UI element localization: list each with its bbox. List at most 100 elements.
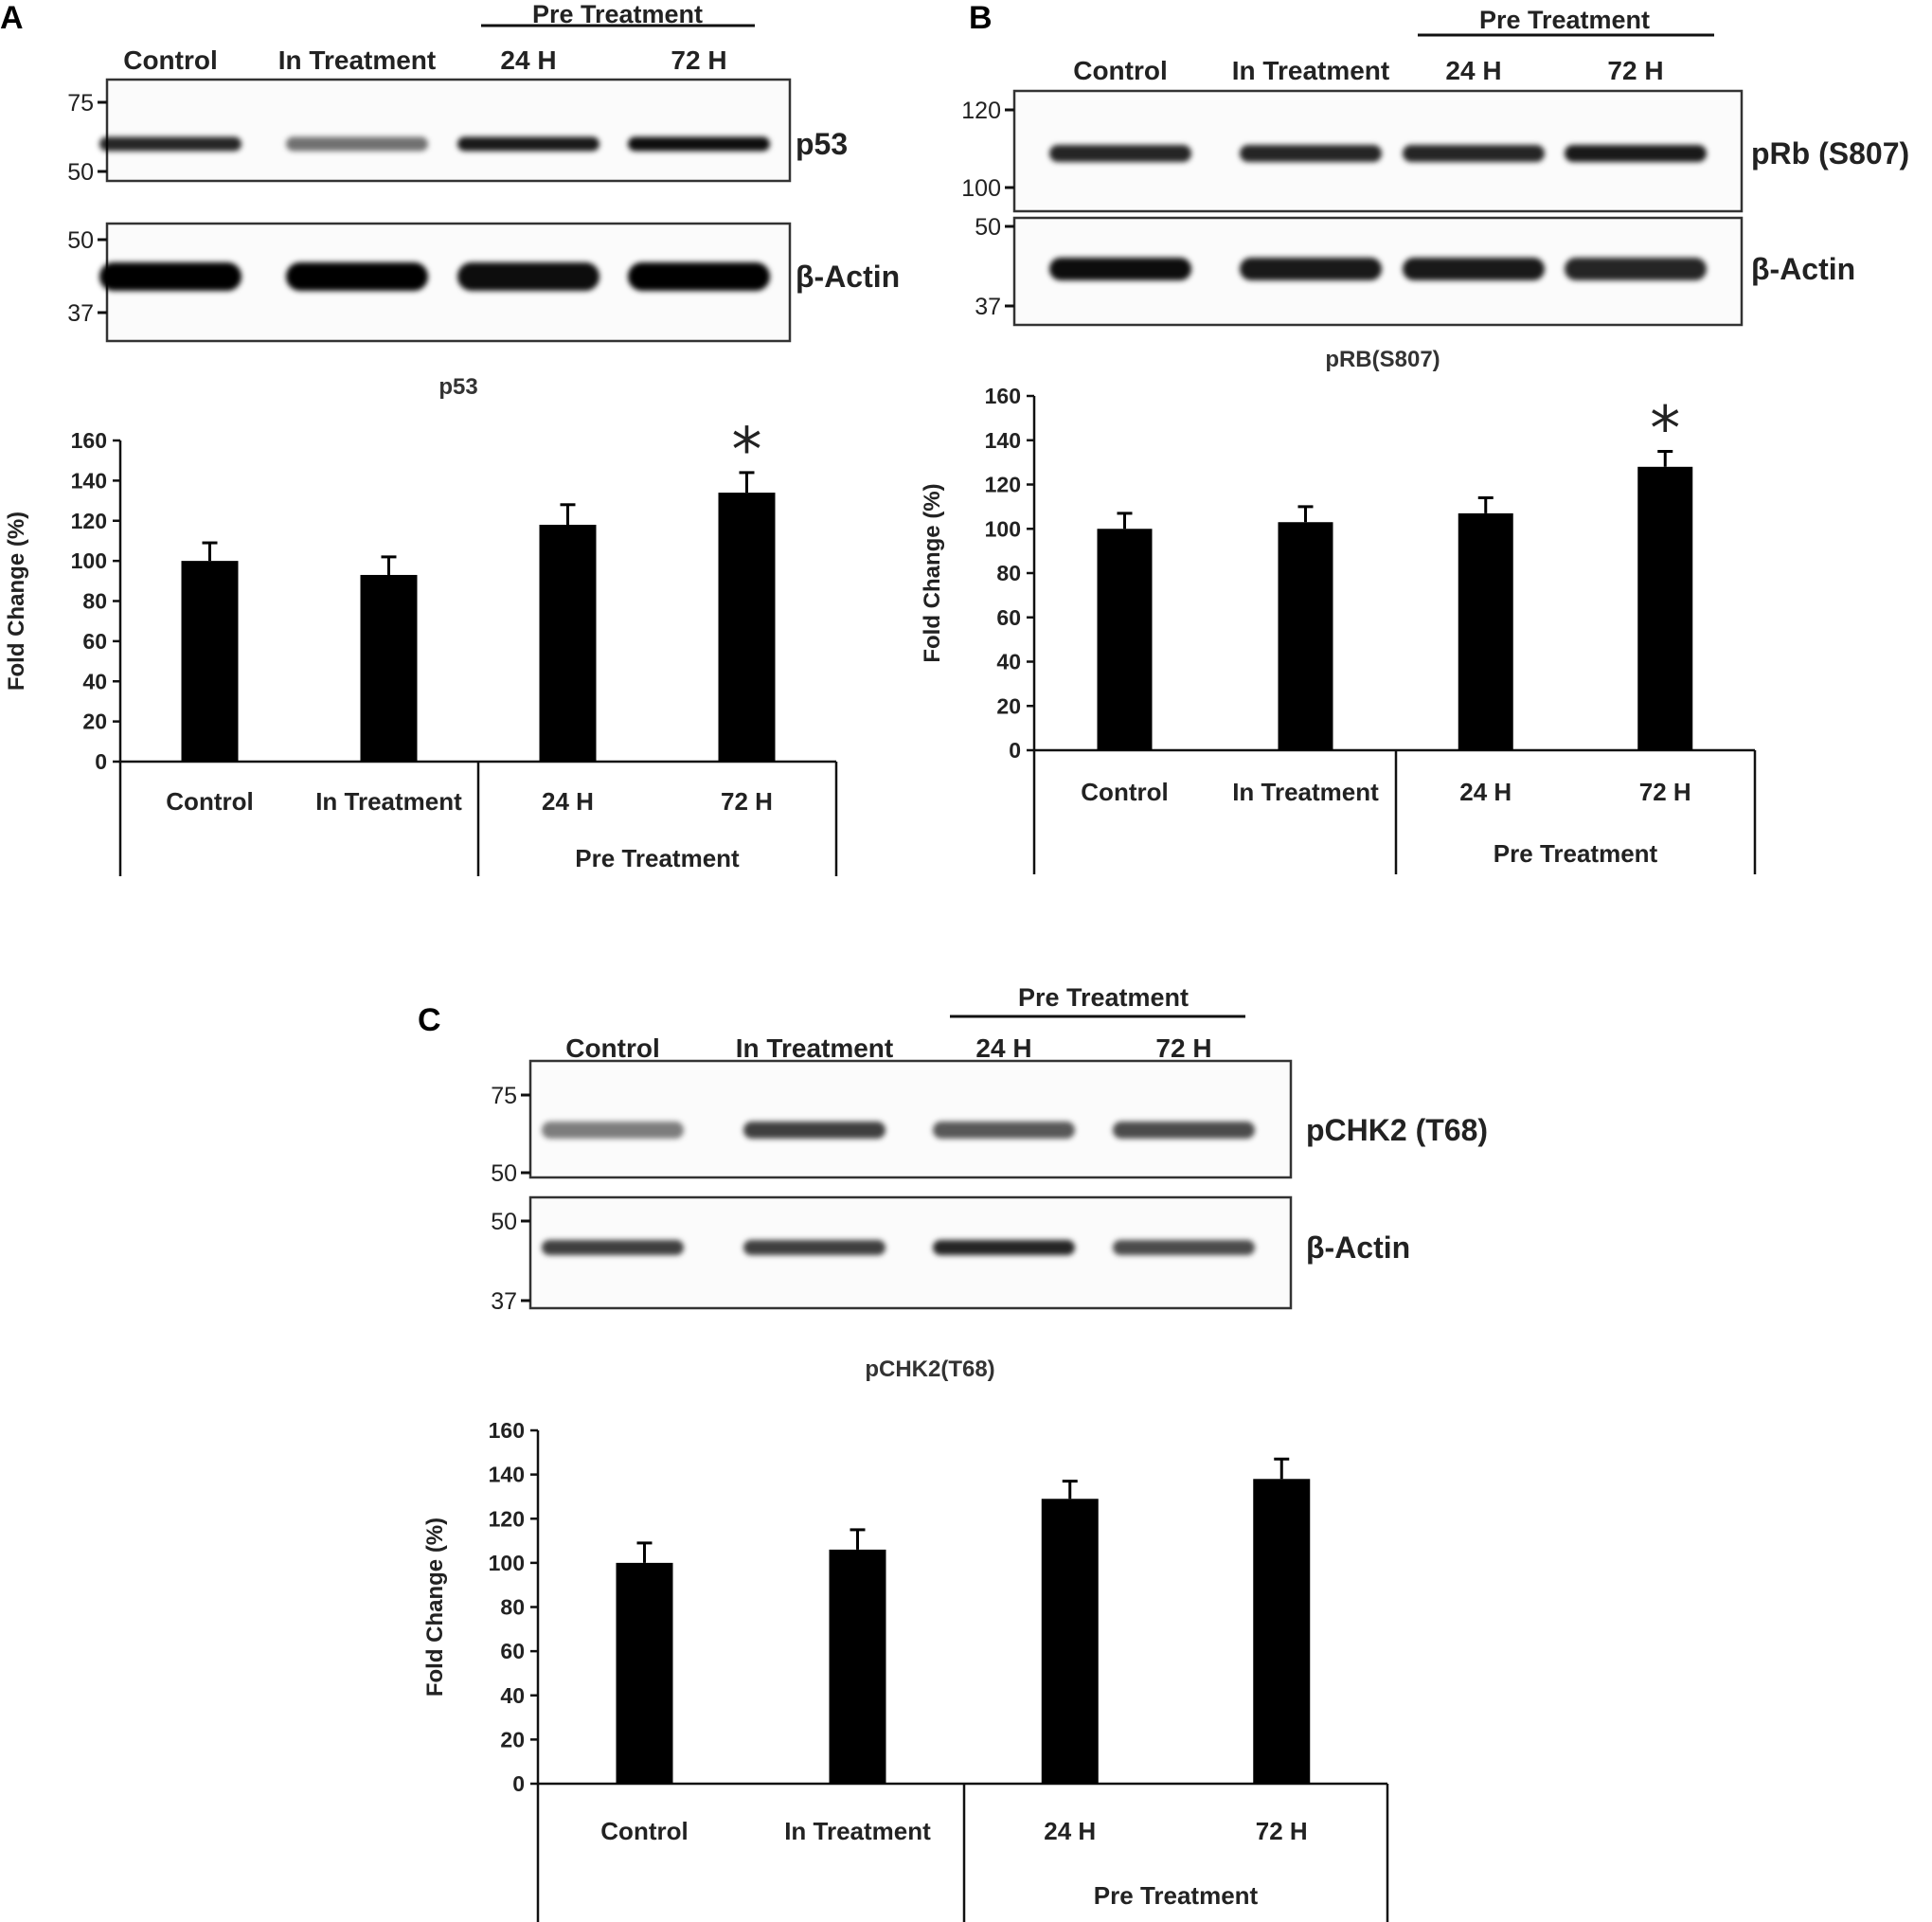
lane-label: Control [123, 45, 218, 75]
western-blot: Control In Treatment 24 H 72 H Pre Treatment… [67, 0, 900, 343]
bar [360, 574, 418, 762]
protein-band [1240, 258, 1382, 280]
y-tick-label: 0 [1009, 738, 1021, 763]
marker-label: 75 [67, 90, 94, 117]
category-label: 72 H [721, 787, 773, 816]
protein-band [457, 262, 599, 291]
protein-band [1113, 1240, 1255, 1255]
protein-label: β-Actin [1751, 252, 1855, 286]
category-label: In Treatment [315, 787, 462, 816]
bar [1041, 1499, 1099, 1784]
protein-band [1049, 258, 1191, 280]
protein-band [1565, 258, 1707, 280]
y-axis-title: Fold Change (%) [920, 483, 945, 662]
y-tick-label: 80 [82, 589, 107, 614]
y-tick-label: 80 [500, 1595, 525, 1620]
lane-label: In Treatment [278, 45, 436, 75]
marker-label: 50 [491, 1209, 517, 1235]
panel-a: A Control In Treatment 24 H 72 H Pre Treatmen… [0, 0, 900, 343]
blot-strip: 50 37 β-Actin [67, 222, 900, 343]
y-tick-label: 20 [996, 693, 1021, 718]
lane-label: 72 H [1607, 56, 1663, 85]
significance-marker: * [1650, 394, 1680, 464]
bar-chart: p53 0 20 40 60 80 100 120 140 160 Fold Change (%) C… [4, 374, 838, 876]
y-tick-label: 140 [489, 1463, 525, 1487]
lane-label: In Treatment [736, 1033, 893, 1063]
lane-label: 24 H [500, 45, 556, 75]
category-label: 72 H [1639, 778, 1691, 806]
y-tick-label: 100 [985, 516, 1021, 541]
marker-label: 37 [975, 294, 1001, 320]
bar [1278, 522, 1333, 750]
y-tick-label: 0 [512, 1771, 525, 1796]
panel-c: C Control In Treatment 24 H 72 H Pre Treatmen… [418, 983, 1488, 1315]
bar [1458, 512, 1513, 750]
y-tick-label: 140 [71, 468, 107, 493]
bar [181, 561, 239, 762]
bar [1097, 529, 1153, 750]
protein-band [542, 1240, 684, 1255]
pre-treatment-label: Pre Treatment [1479, 6, 1650, 34]
y-tick-label: 160 [985, 384, 1021, 408]
protein-band [286, 136, 428, 152]
panel-letter: A [0, 0, 24, 36]
y-tick-label: 160 [71, 428, 107, 453]
protein-label: pRb (S807) [1751, 136, 1909, 171]
lane-label: 24 H [975, 1033, 1031, 1063]
blot-membrane [528, 1059, 1293, 1179]
panel-b: B Control In Treatment 24 H 72 H Pre Treatmen… [961, 0, 1909, 327]
protein-band [457, 136, 599, 152]
group-label: Pre Treatment [1494, 839, 1658, 868]
western-blot: Control In Treatment 24 H 72 H Pre Treatment… [961, 6, 1909, 327]
pre-treatment-label: Pre Treatment [1018, 983, 1189, 1012]
protein-band [743, 1122, 886, 1139]
category-label: In Treatment [784, 1817, 931, 1845]
y-tick-label: 0 [95, 749, 107, 774]
y-tick-label: 60 [996, 605, 1021, 630]
western-blot: Control In Treatment 24 H 72 H Pre Treatment… [491, 983, 1488, 1315]
bar [718, 493, 776, 762]
category-label: 24 H [1044, 1817, 1096, 1845]
marker-label: 50 [67, 227, 94, 254]
y-tick-label: 100 [71, 548, 107, 573]
y-tick-label: 20 [500, 1727, 525, 1751]
marker-label: 50 [491, 1160, 517, 1187]
y-tick-label: 20 [82, 710, 107, 734]
protein-band [628, 136, 770, 152]
group-label: Pre Treatment [1094, 1881, 1259, 1910]
blot-strip: 50 37 β-Actin [491, 1195, 1410, 1315]
bar-chart: pCHK2(T68) 0 20 40 60 80 100 120 140 160 Fold Chan… [422, 1356, 1389, 1922]
y-axis-title: Fold Change (%) [422, 1518, 448, 1697]
protein-band [628, 262, 770, 291]
blot-strip: 75 50 pCHK2 (T68) [491, 1059, 1488, 1187]
protein-band [99, 136, 242, 152]
bar [1637, 466, 1693, 750]
category-label: Control [166, 787, 253, 816]
protein-band [542, 1122, 684, 1139]
bar-chart: pRB(S807) 0 20 40 60 80 100 120 140 160 Fold Chang… [920, 347, 1757, 874]
category-label: 24 H [1459, 778, 1512, 806]
y-tick-label: 120 [985, 473, 1021, 497]
y-tick-label: 120 [489, 1506, 525, 1531]
y-tick-label: 160 [489, 1418, 525, 1443]
lane-label: 72 H [1155, 1033, 1211, 1063]
blot-membrane [105, 78, 792, 183]
y-tick-label: 100 [489, 1551, 525, 1575]
category-label: 24 H [542, 787, 594, 816]
protein-label: p53 [796, 127, 848, 161]
chart-title: pRB(S807) [1325, 347, 1440, 372]
protein-band [1049, 145, 1191, 162]
y-tick-label: 140 [985, 428, 1021, 453]
protein-band [99, 262, 242, 291]
y-tick-label: 80 [996, 561, 1021, 585]
protein-band [1403, 145, 1545, 162]
marker-label: 100 [961, 175, 1001, 202]
protein-band [1565, 145, 1707, 162]
marker-label: 75 [491, 1083, 517, 1109]
y-axis-title: Fold Change (%) [4, 512, 29, 691]
protein-band [1113, 1122, 1255, 1139]
protein-label: β-Actin [796, 260, 900, 294]
y-tick-label: 40 [996, 650, 1021, 674]
protein-label: β-Actin [1306, 1230, 1410, 1265]
blot-strip: 120 100 pRb (S807) [961, 89, 1909, 213]
